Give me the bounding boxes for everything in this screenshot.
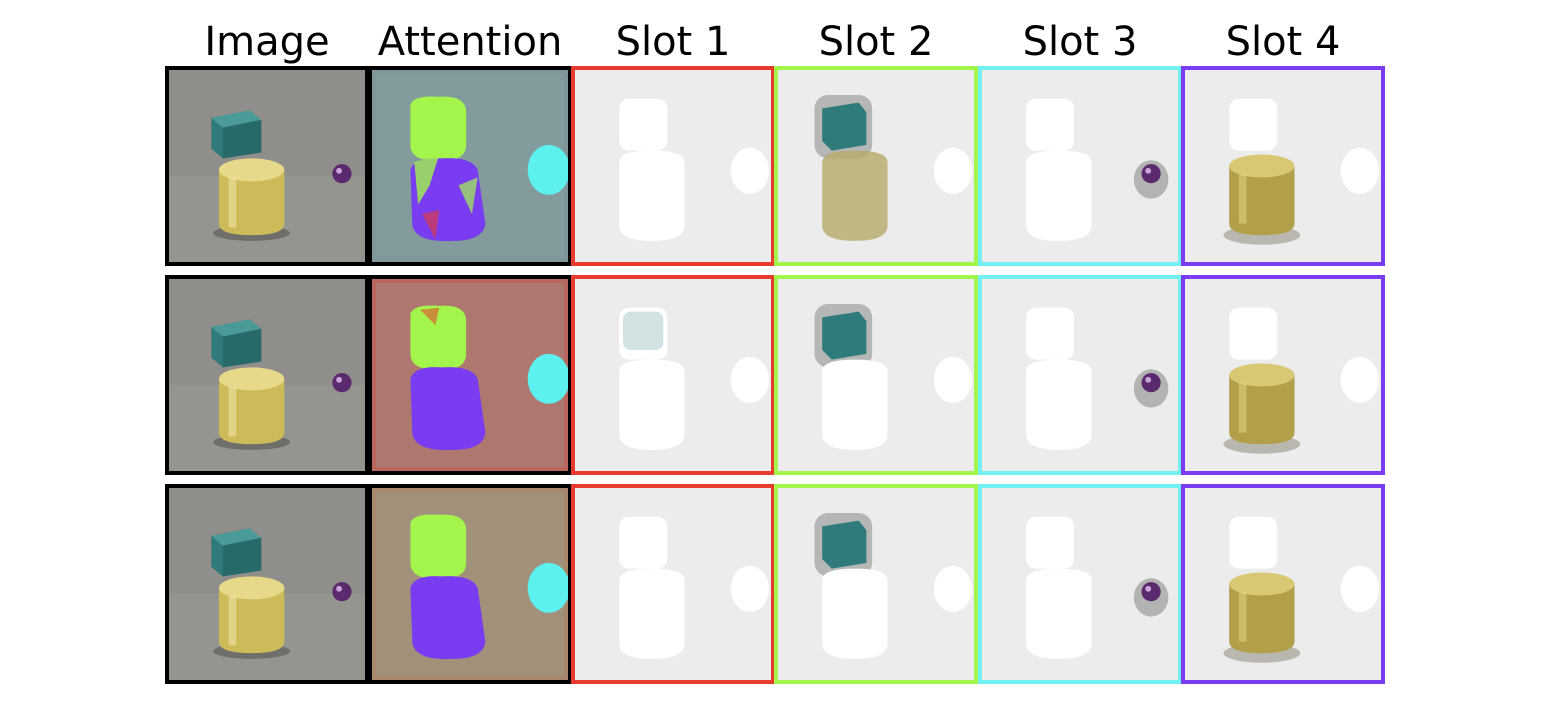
slot1-render-3 [575, 488, 771, 680]
slot3-render-2 [982, 279, 1178, 471]
slot1-render-2 [575, 279, 771, 471]
attention-render-2 [372, 279, 568, 471]
column-header-slot3: Slot 3 [1022, 19, 1138, 65]
column-header-slot4: Slot 4 [1225, 19, 1341, 65]
cell-slot4-row-3 [1181, 484, 1385, 684]
cell-attention-row-3 [368, 484, 572, 684]
image-render-2 [169, 279, 365, 471]
cell-image-row-3 [165, 484, 369, 684]
column-header-attention: Attention [377, 19, 563, 65]
cell-slot2-row-1 [774, 66, 978, 266]
image-render-1 [169, 70, 365, 262]
slot4-render-3 [1185, 488, 1381, 680]
column-header-slot1: Slot 1 [615, 19, 731, 65]
cell-slot3-row-2 [978, 275, 1182, 475]
column-header-image: Image [204, 19, 330, 65]
cell-slot4-row-1 [1181, 66, 1385, 266]
cell-slot3-row-1 [978, 66, 1182, 266]
cell-attention-row-2 [368, 275, 572, 475]
image-render-3 [169, 488, 365, 680]
slot4-render-1 [1185, 70, 1381, 262]
slot1-render-1 [575, 70, 771, 262]
cell-slot1-row-1 [571, 66, 775, 266]
cell-image-row-2 [165, 275, 369, 475]
attention-render-1 [372, 70, 568, 262]
slot4-render-2 [1185, 279, 1381, 471]
slot2-render-3 [778, 488, 974, 680]
attention-render-3 [372, 488, 568, 680]
cell-slot2-row-2 [774, 275, 978, 475]
slot3-render-1 [982, 70, 1178, 262]
cell-slot2-row-3 [774, 484, 978, 684]
cell-image-row-1 [165, 66, 369, 266]
cell-slot1-row-2 [571, 275, 775, 475]
cell-slot4-row-2 [1181, 275, 1385, 475]
cell-attention-row-1 [368, 66, 572, 266]
cell-slot3-row-3 [978, 484, 1182, 684]
slot2-render-1 [778, 70, 974, 262]
slot3-render-3 [982, 488, 1178, 680]
slot2-render-2 [778, 279, 974, 471]
cell-slot1-row-3 [571, 484, 775, 684]
column-header-slot2: Slot 2 [818, 19, 934, 65]
